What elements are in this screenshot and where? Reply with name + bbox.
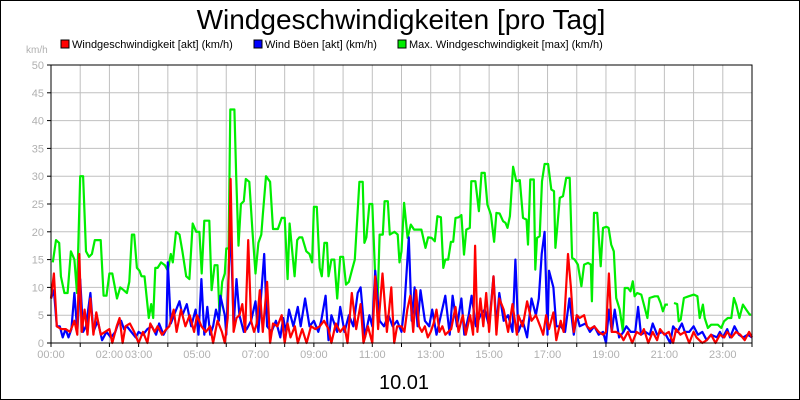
series-lines: [49, 108, 753, 345]
x-tick-label: 02:00: [96, 349, 124, 361]
x-tick-label: 21:00: [651, 349, 679, 361]
x-tick-label: 07:00: [242, 349, 270, 361]
y-tick-label: 30: [32, 171, 44, 183]
x-tick-label: 09:00: [300, 349, 328, 361]
x-axis-label: 10.01: [379, 372, 429, 394]
y-tick-label: 0: [38, 338, 44, 350]
x-tick-label: 23:00: [709, 349, 737, 361]
x-tick-label: 03:00: [125, 349, 153, 361]
y-tick-label: 35: [32, 143, 44, 155]
legend-swatch: [60, 39, 70, 49]
y-tick-label: 50: [32, 60, 44, 72]
series-line-0: [51, 108, 752, 333]
legend: Windgeschwindigkeit [akt] (km/h) Wind Böe…: [60, 39, 603, 51]
x-tick-label: 11:00: [359, 349, 386, 361]
y-tick-label: 40: [32, 116, 44, 128]
legend-label: Max. Windgeschwindigkeit [max] (km/h): [409, 39, 603, 51]
y-tick-label: 5: [38, 310, 44, 322]
legend-swatch: [397, 39, 407, 49]
x-tick-label: 13:00: [417, 349, 445, 361]
x-tick-label: 17:00: [534, 349, 562, 361]
x-tick-label: 05:00: [183, 349, 211, 361]
chart-title: Windgeschwindigkeiten [pro Tag]: [197, 4, 606, 35]
y-axis-unit: km/h: [26, 45, 48, 56]
y-tick-label: 15: [32, 255, 44, 267]
y-axis-ticks: 0 5 10 15 20 25 30 35 40 45 50: [32, 60, 51, 350]
y-tick-label: 20: [32, 227, 44, 239]
legend-swatch: [253, 39, 263, 49]
y-tick-label: 10: [32, 282, 44, 294]
y-tick-label: 45: [32, 88, 44, 100]
x-tick-label: 15:00: [475, 349, 503, 361]
plot-frame: [50, 64, 753, 344]
legend-label: Windgeschwindigkeit [akt] (km/h): [72, 39, 233, 51]
x-tick-label: 00:00: [37, 349, 65, 361]
x-axis-ticks: 00:00 02:00 03:00 05:00 07:00 09:00 11:00 13:00…: [37, 343, 753, 361]
x-tick-label: 19:00: [592, 349, 620, 361]
grid: [51, 65, 752, 343]
y-tick-label: 25: [32, 199, 44, 211]
series-line-2: [49, 177, 753, 345]
legend-label: Wind Böen [akt] (km/h): [265, 39, 377, 51]
